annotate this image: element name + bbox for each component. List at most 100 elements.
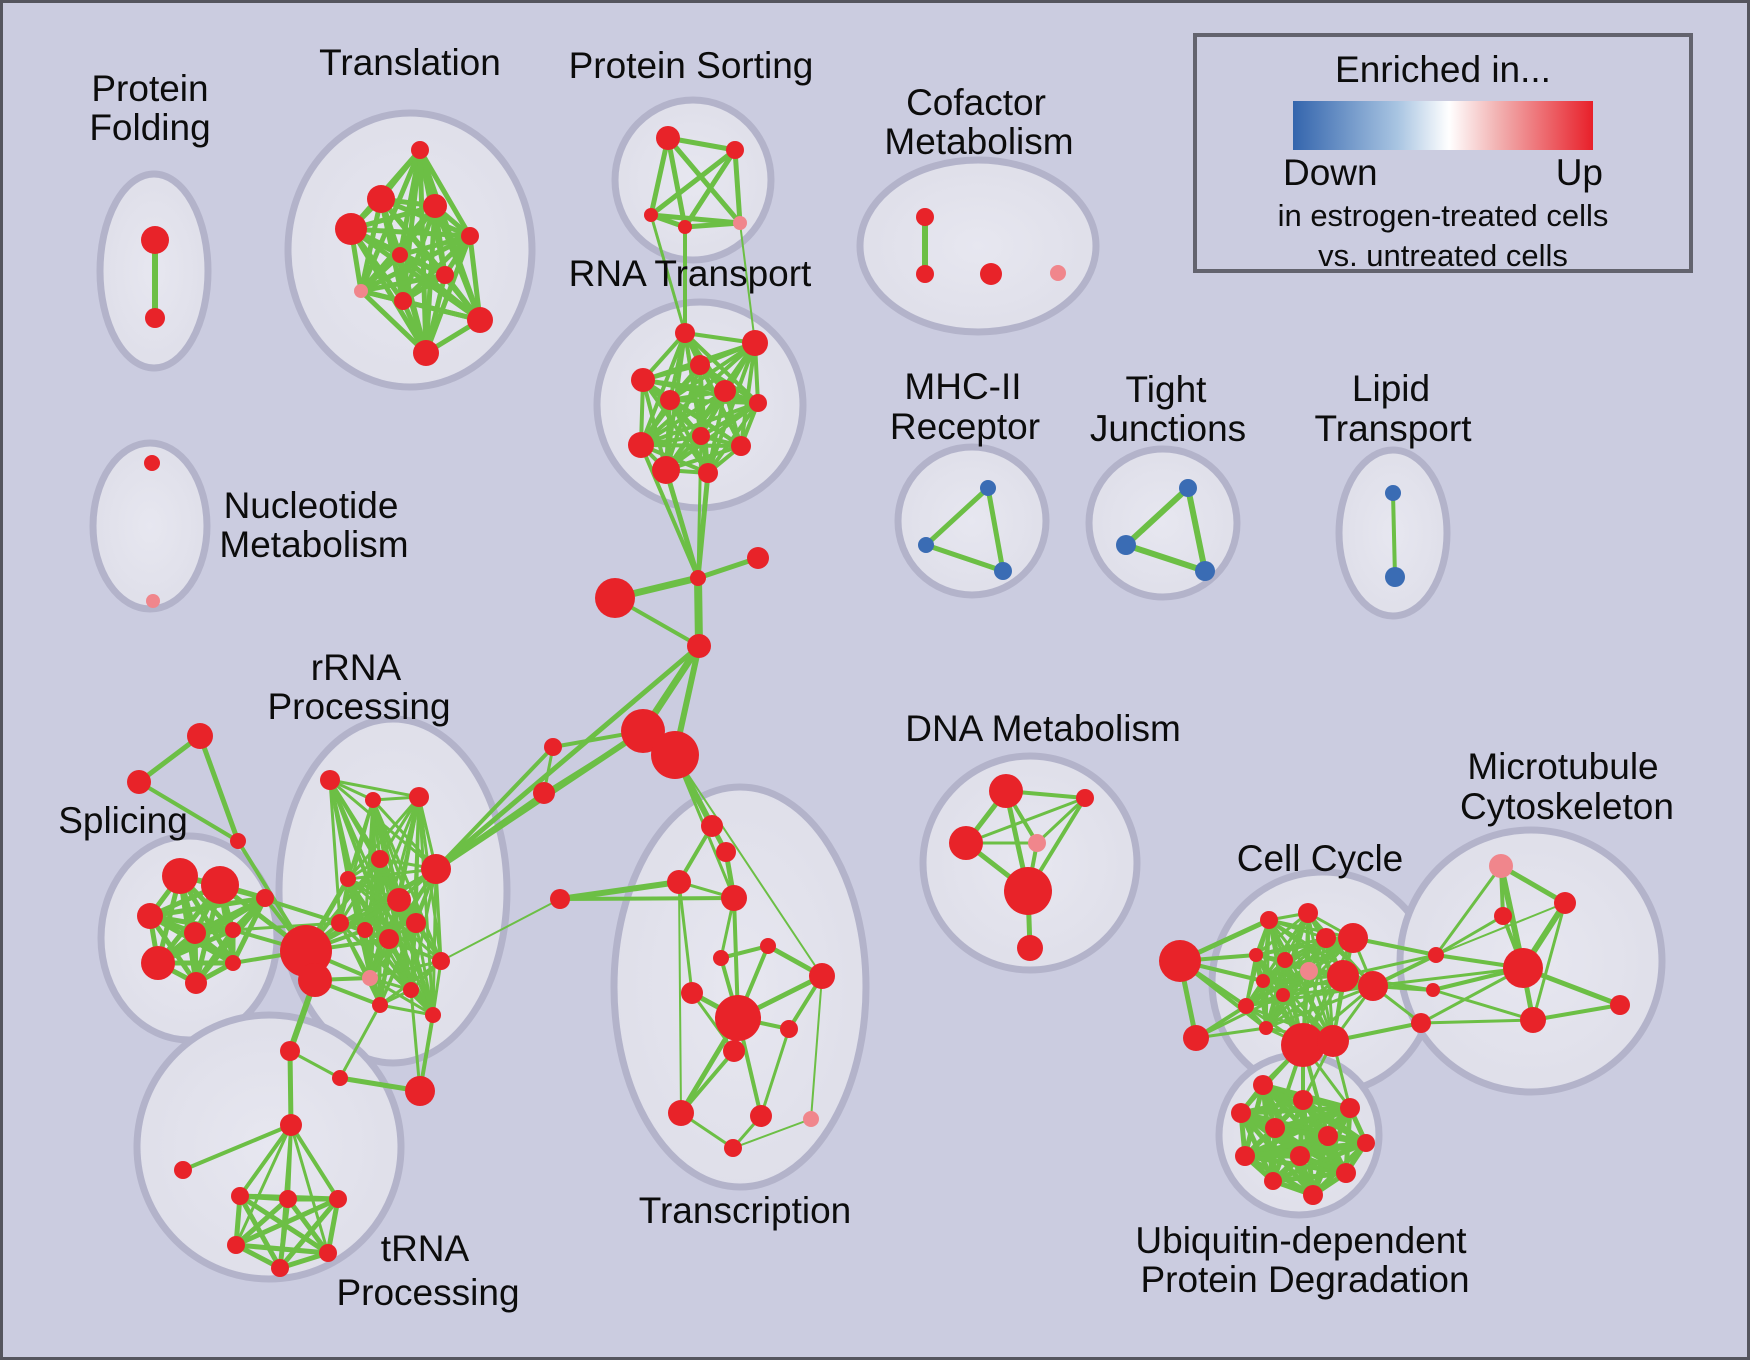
gene-set-node-rr5	[340, 871, 356, 887]
gene-set-node-tr14	[750, 1105, 772, 1127]
cluster-label-translation-line-1: Translation	[319, 42, 501, 83]
gene-set-node-tr16	[724, 1139, 742, 1157]
edge-tr11-tr13	[679, 1049, 736, 1115]
gene-set-node-rr12	[362, 970, 378, 986]
gene-set-node-rr2	[365, 792, 381, 808]
gene-set-node-c7	[544, 738, 562, 756]
edge-ps4-ps5	[682, 220, 743, 230]
gene-set-node-cc6	[1277, 952, 1293, 968]
edge-cc4-cc5	[1254, 936, 1355, 957]
edge-tn3-tn4	[233, 1196, 341, 1248]
gene-set-node-rt8	[692, 427, 710, 445]
gene-set-node-nm2	[146, 594, 160, 608]
edge-c7-rr6	[434, 745, 555, 871]
gene-set-node-rr6	[421, 854, 451, 884]
gene-set-node-tr3	[667, 870, 691, 894]
gene-set-node-tn4	[227, 1236, 245, 1254]
edge-ps2-ps4	[682, 147, 738, 230]
gene-set-node-ub10	[1336, 1163, 1356, 1183]
gene-set-node-s9	[256, 889, 274, 907]
cluster-label-splicing-line-1: Splicing	[58, 800, 188, 841]
gene-set-node-ps2	[726, 141, 744, 159]
gene-set-node-s2	[201, 866, 239, 904]
gene-set-node-t4	[335, 213, 367, 245]
edge-rr13-mid3	[409, 988, 422, 1093]
edge-cn1-mt1	[1434, 864, 1503, 957]
edge-tnh-tn1	[238, 1123, 293, 1198]
gene-set-node-tr5	[721, 885, 747, 911]
edge-s2-rr9	[218, 883, 342, 925]
gene-set-node-mt2	[1554, 892, 1576, 914]
edge-tnh-tn3	[289, 1123, 340, 1201]
cluster-ellipse-tight-junctions	[1085, 445, 1241, 601]
edge-ps1-ps4	[665, 135, 688, 230]
gene-set-node-tj2	[1116, 535, 1136, 555]
edge-rt9-c1	[639, 443, 700, 580]
gene-set-node-t10	[467, 307, 493, 333]
edge-cn1-mt3	[1434, 914, 1505, 957]
gene-set-node-rr13	[403, 982, 419, 998]
cluster-label-microtubule-cytoskeleton-line-2: Cytoskeleton	[1460, 786, 1674, 827]
edge-rr11-rr15	[378, 937, 391, 1007]
cluster-ellipse-nucleotide-metabolism	[89, 439, 211, 613]
cluster-label-ubiquitin-dependent-protein-degradation-line-2: Protein Degradation	[1140, 1259, 1469, 1300]
gene-set-node-tr6	[760, 938, 776, 954]
gene-set-node-lt1	[1385, 485, 1401, 501]
gene-set-node-ub3	[1231, 1103, 1251, 1123]
gene-set-node-s6	[141, 946, 175, 980]
cluster-label-cofactor-metabolism-line-1: Cofactor	[906, 82, 1046, 123]
gene-set-node-cc3	[1316, 928, 1336, 948]
edge-mid1-tnh	[287, 1048, 294, 1128]
gene-set-node-nm1	[144, 455, 160, 471]
edge-d2-d3	[964, 796, 1087, 845]
gene-set-node-mt1	[1489, 854, 1513, 878]
gene-set-node-t7	[436, 266, 454, 284]
edge-rt7-rt9	[639, 401, 760, 447]
gene-set-node-rr11	[379, 929, 399, 949]
legend-subtitle-line1: in estrogen-treated cells	[1277, 198, 1609, 233]
edge-cc4-cc8	[1261, 936, 1355, 983]
gene-set-node-rt5	[714, 380, 736, 402]
gene-set-node-t11	[413, 340, 439, 366]
cluster-label-tight-junctions-line-1: Tight	[1126, 369, 1208, 410]
gene-set-node-rt6	[660, 390, 680, 410]
gene-set-node-s5	[225, 922, 241, 938]
edge-tn3-tn6	[277, 1196, 341, 1271]
cluster-ellipse-dna-metabolism	[919, 752, 1141, 974]
gene-set-node-tr11	[723, 1040, 745, 1062]
edge-rt4-rt12	[641, 378, 710, 475]
gene-set-node-d5	[1004, 867, 1052, 915]
gene-set-node-cf1	[916, 208, 934, 226]
cluster-label-tight-junctions-line-2: Junctions	[1090, 408, 1246, 449]
cluster-label-cofactor-metabolism-line-2: Metabolism	[884, 121, 1073, 162]
gene-set-node-rr8	[406, 913, 426, 933]
edge-ub10-ub11	[1270, 1170, 1349, 1184]
gene-set-node-o1	[187, 723, 213, 749]
gene-set-node-rt9	[628, 432, 654, 458]
gene-set-node-s1	[162, 858, 198, 894]
edge-ps2-ps3	[648, 147, 738, 218]
edge-cc7-cc12	[1244, 969, 1311, 1008]
gene-set-node-ub1	[1253, 1075, 1273, 1095]
edge-cc5-cc12	[1244, 953, 1258, 1008]
edge-tr9-tr11	[690, 991, 736, 1053]
edge-rr14-tr4	[440, 898, 561, 962]
gene-set-node-mt4	[1503, 948, 1543, 988]
gene-set-node-tr13	[668, 1100, 694, 1126]
gene-set-node-tr10	[715, 995, 761, 1041]
gene-set-node-t5	[461, 227, 479, 245]
edge-t6-t8	[358, 252, 403, 294]
legend-title: Enriched in...	[1335, 49, 1551, 90]
cluster-ellipse-mhc-ii-receptor	[894, 443, 1050, 599]
gene-set-node-rt10	[731, 436, 751, 456]
gene-set-node-cc4	[1338, 923, 1368, 953]
gene-set-node-cc14	[1281, 1023, 1325, 1067]
cluster-label-nucleotide-metabolism-line-2: Metabolism	[219, 524, 408, 565]
gene-set-node-ps3	[644, 208, 658, 222]
edge-tr6-tr7	[719, 944, 770, 960]
gene-set-node-s8	[225, 955, 241, 971]
gene-set-node-cn1	[1428, 947, 1444, 963]
cluster-label-mhc-ii-receptor-line-1: MHC-II	[904, 366, 1021, 407]
gene-set-node-tr9	[681, 982, 703, 1004]
